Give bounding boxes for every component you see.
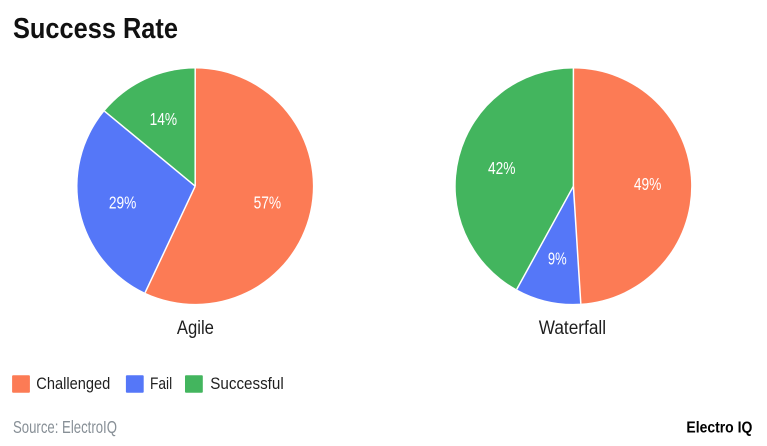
svg-text:Fail: Fail [150,375,172,394]
svg-text:29%: 29% [109,194,137,213]
svg-text:Agile: Agile [177,317,214,338]
svg-text:Source: ElectroIQ: Source: ElectroIQ [13,418,117,437]
svg-text:Challenged: Challenged [36,375,110,393]
svg-text:Electro IQ: Electro IQ [686,419,752,437]
svg-text:9%: 9% [548,250,567,269]
svg-text:57%: 57% [254,194,282,213]
svg-text:49%: 49% [634,175,662,194]
svg-text:14%: 14% [150,111,178,130]
svg-text:42%: 42% [488,159,516,178]
svg-text:Success Rate: Success Rate [13,12,178,45]
svg-text:Waterfall: Waterfall [539,317,606,338]
svg-text:Successful: Successful [210,374,283,393]
